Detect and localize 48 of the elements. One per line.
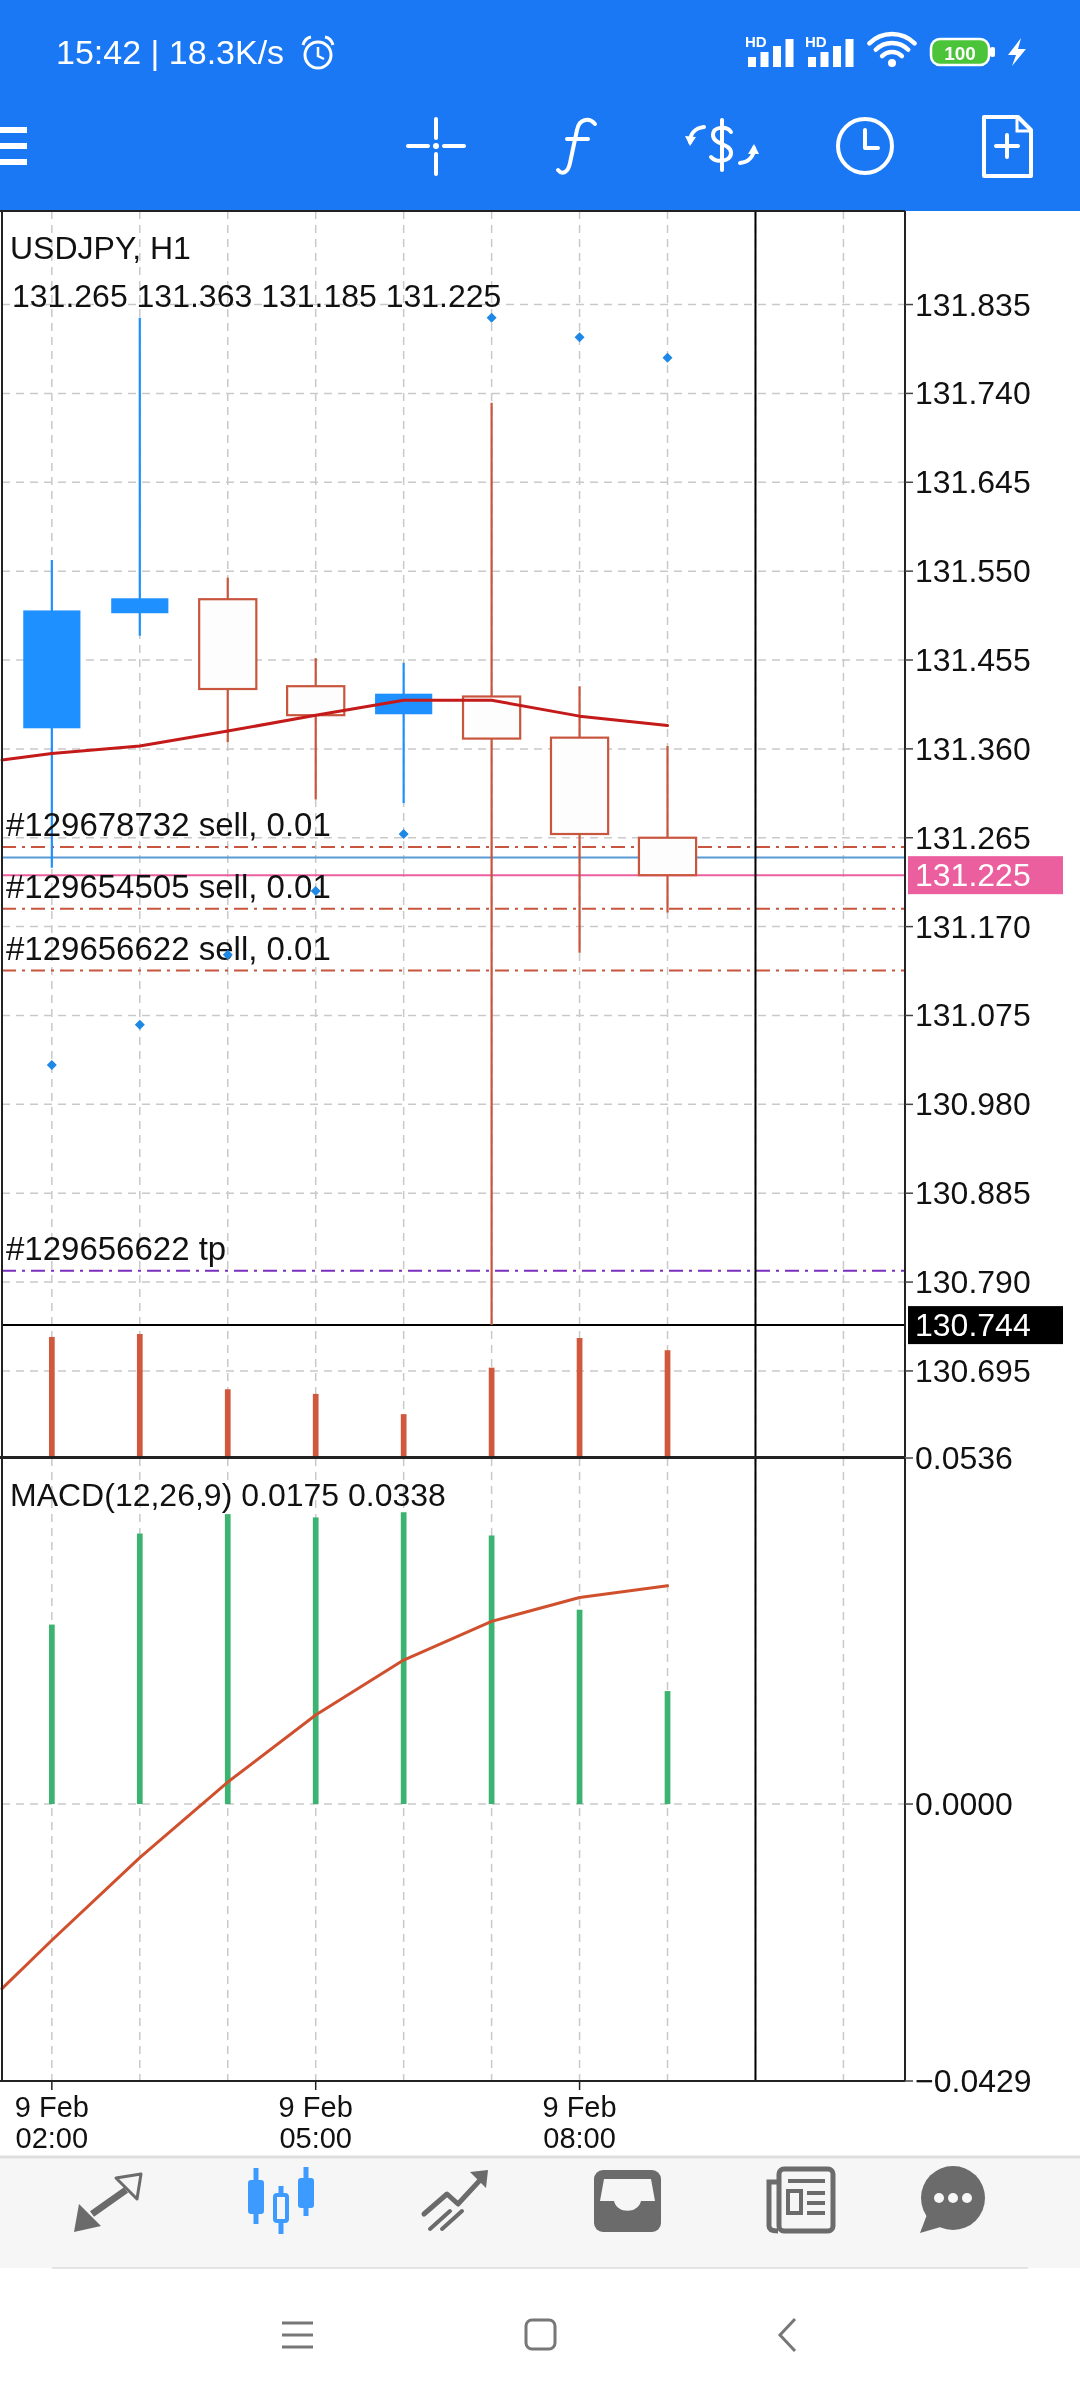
y-tick-label: 131.835 <box>915 286 1031 323</box>
text: HD <box>805 32 827 50</box>
point <box>134 1019 145 1030</box>
y-tick-label: 130.695 <box>915 1352 1031 1389</box>
bar <box>136 1533 143 1805</box>
y-tick-label: 131.550 <box>915 553 1031 590</box>
bar <box>312 1393 319 1456</box>
bar <box>48 1624 55 1805</box>
y-tick-label: 131.265 <box>915 819 1031 856</box>
text: MACD(12,26,9) 0.0175 0.0338 <box>10 1477 446 1513</box>
text: 100 <box>944 42 976 64</box>
bar <box>224 1389 231 1456</box>
y-tick-label: 131.360 <box>915 730 1031 767</box>
ref-line-label: #129656622 sell, 0.01 <box>6 929 331 967</box>
y-tick-label: 0.0000 <box>915 1786 1013 1823</box>
point <box>46 1060 57 1071</box>
ref-line-label: 130.744 <box>915 1307 1031 1344</box>
y-tick-label: 131.740 <box>915 375 1031 412</box>
y-tick-label: 131.455 <box>915 642 1031 679</box>
bar <box>224 1514 231 1805</box>
bar <box>400 1414 407 1456</box>
point <box>662 352 673 363</box>
bar <box>312 1517 319 1805</box>
x-tick-label: 9 Feb 02:00 <box>14 2091 89 2154</box>
bar <box>136 1334 143 1456</box>
ref-line-label: 131.225 <box>915 857 1031 894</box>
y-tick-label: 130.885 <box>915 1175 1031 1212</box>
y-tick-label: 0.0536 <box>915 1440 1013 1476</box>
bar <box>400 1512 407 1805</box>
x-tick-label: 9 Feb 08:00 <box>542 2091 617 2154</box>
y-tick-label: 130.790 <box>915 1264 1031 1301</box>
bar <box>48 1336 55 1456</box>
y-tick-label: 131.645 <box>915 464 1031 501</box>
text: USDJPY, H1 <box>10 230 191 266</box>
text: 15:42 | 18.3K/s <box>56 33 285 71</box>
y-tick-label: −0.0429 <box>915 2063 1032 2099</box>
ref-line-label: #129656622 tp <box>6 1229 227 1267</box>
text: 131.265 131.363 131.185 131.225 <box>12 278 502 314</box>
x-tick-label: 9 Feb 05:00 <box>278 2091 353 2154</box>
point <box>398 829 409 839</box>
point <box>486 312 497 323</box>
ref-line-label: #129654505 sell, 0.01 <box>6 867 331 905</box>
y-tick-label: 130.980 <box>915 1086 1031 1123</box>
y-tick-label: 131.075 <box>915 997 1031 1034</box>
point <box>574 332 585 343</box>
candlestick <box>111 316 169 637</box>
y-tick-label: 131.170 <box>915 908 1031 945</box>
text: HD <box>745 32 767 50</box>
